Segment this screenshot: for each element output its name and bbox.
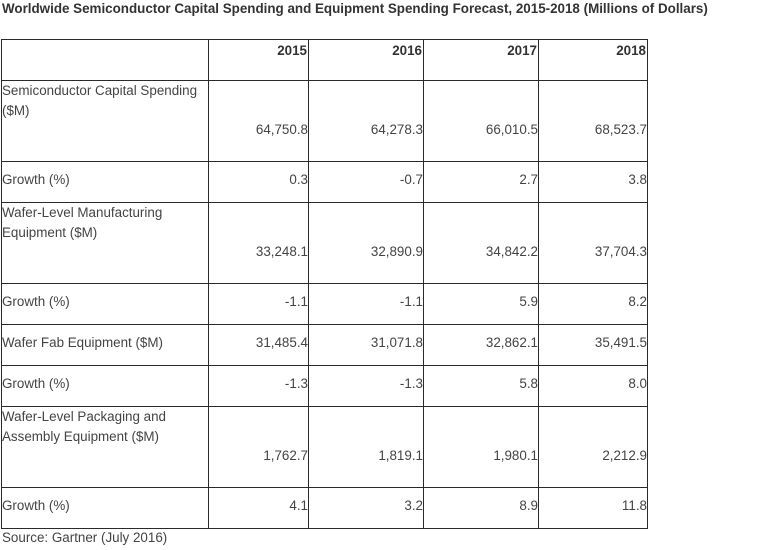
forecast-table: 2015 2016 2017 2018 Semiconductor Capita… [1,39,648,529]
table-row: Wafer Fab Equipment ($M) 31,485.4 31,071… [1,324,648,366]
cell-value: 1,762.7 [208,406,309,488]
source-note: Source: Gartner (July 2016) [2,530,168,545]
table-row: Semiconductor Capital Spending ($M) 64,7… [1,80,648,162]
table-row: Wafer-Level Manufacturing Equipment ($M)… [1,202,648,284]
cell-value: 5.8 [423,365,539,407]
cell-value: 68,523.7 [538,80,648,162]
table-row: Growth (%) -1.1 -1.1 5.9 8.2 [1,283,648,325]
table-row: Growth (%) -1.3 -1.3 5.8 8.0 [1,365,648,407]
header-year-2015: 2015 [208,39,309,81]
table-row: Wafer-Level Packaging and Assembly Equip… [1,406,648,488]
row-label: Wafer-Level Manufacturing Equipment ($M) [1,202,209,284]
cell-value: 1,980.1 [423,406,539,488]
cell-value: 4.1 [208,487,309,529]
cell-value: 2,212.9 [538,406,648,488]
cell-value: -1.3 [308,365,424,407]
cell-value: 35,491.5 [538,324,648,366]
row-label: Semiconductor Capital Spending ($M) [1,80,209,162]
cell-value: -1.1 [308,283,424,325]
row-label: Growth (%) [1,487,209,529]
cell-value: 0.3 [208,161,309,203]
cell-value: 32,890.9 [308,202,424,284]
table-row: Growth (%) 0.3 -0.7 2.7 3.8 [1,161,648,203]
header-year-2018: 2018 [538,39,648,81]
cell-value: 32,862.1 [423,324,539,366]
cell-value: 1,819.1 [308,406,424,488]
header-cell-empty [1,39,209,81]
cell-value: 34,842.2 [423,202,539,284]
cell-value: 11.8 [538,487,648,529]
row-label: Growth (%) [1,283,209,325]
header-year-2017: 2017 [423,39,539,81]
cell-value: 64,750.8 [208,80,309,162]
cell-value: 31,071.8 [308,324,424,366]
cell-value: 8.0 [538,365,648,407]
header-row: 2015 2016 2017 2018 [1,39,648,81]
cell-value: 3.8 [538,161,648,203]
row-label: Growth (%) [1,365,209,407]
table-title: Worldwide Semiconductor Capital Spending… [2,1,708,16]
cell-value: 64,278.3 [308,80,424,162]
cell-value: 2.7 [423,161,539,203]
cell-value: -1.3 [208,365,309,407]
table-row: Growth (%) 4.1 3.2 8.9 11.8 [1,487,648,529]
header-year-2016: 2016 [308,39,424,81]
cell-value: 8.9 [423,487,539,529]
cell-value: 33,248.1 [208,202,309,284]
cell-value: -1.1 [208,283,309,325]
cell-value: 3.2 [308,487,424,529]
cell-value: 31,485.4 [208,324,309,366]
cell-value: 5.9 [423,283,539,325]
row-label: Growth (%) [1,161,209,203]
row-label: Wafer-Level Packaging and Assembly Equip… [1,406,209,488]
cell-value: 37,704.3 [538,202,648,284]
cell-value: -0.7 [308,161,424,203]
cell-value: 8.2 [538,283,648,325]
row-label: Wafer Fab Equipment ($M) [1,324,209,366]
cell-value: 66,010.5 [423,80,539,162]
